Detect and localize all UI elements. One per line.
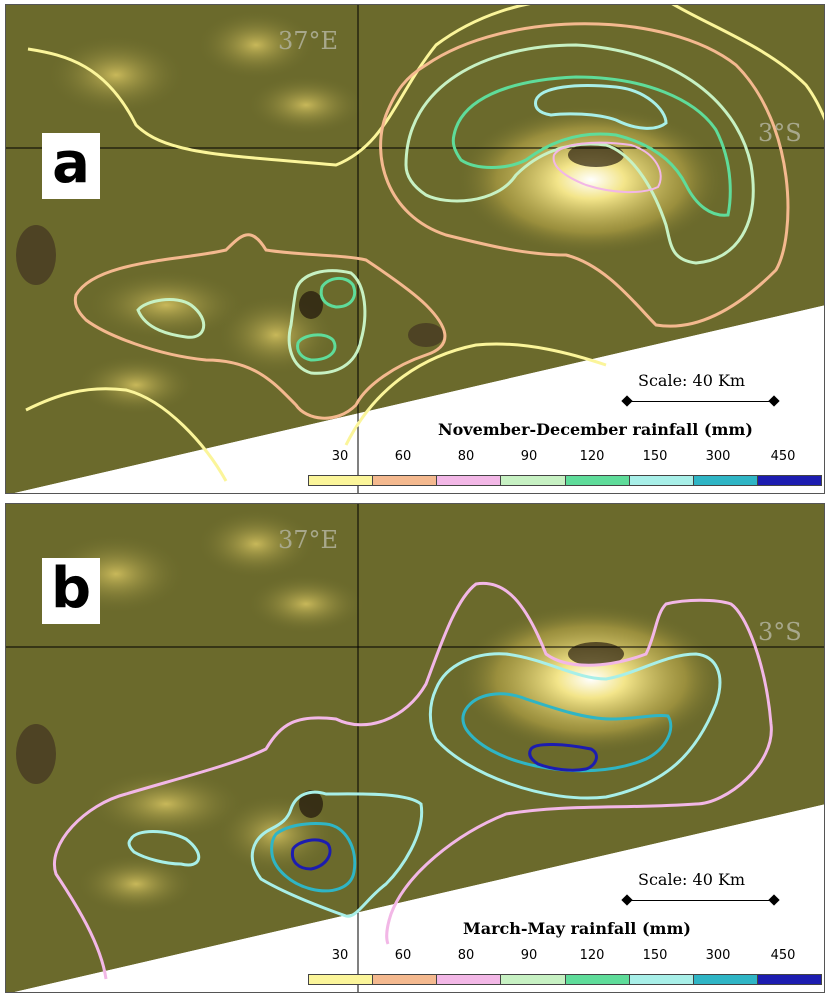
contour-120 bbox=[451, 75, 732, 217]
terrain-shadow bbox=[299, 291, 323, 319]
legend-level-label: 120 bbox=[579, 449, 605, 464]
terrain-highlight bbox=[76, 854, 196, 914]
contour-120 bbox=[319, 277, 357, 309]
contour-450 bbox=[528, 742, 598, 772]
contour-90 bbox=[136, 298, 206, 339]
latitude-label: 3°S bbox=[758, 119, 802, 147]
contour-150 bbox=[127, 830, 200, 867]
legend-level-label: 80 bbox=[457, 449, 475, 464]
legend-swatch bbox=[757, 975, 821, 984]
legend-level-label: 150 bbox=[642, 948, 668, 963]
map-a-svg bbox=[6, 5, 824, 493]
legend-title: November-December rainfall (mm) bbox=[438, 420, 753, 439]
legend-labels: 30 60 80 90 120 150 300 450 bbox=[308, 948, 824, 966]
legend-level-label: 450 bbox=[770, 948, 796, 963]
contour-30 bbox=[27, 5, 532, 167]
terrain-shadow bbox=[408, 323, 444, 347]
contour-90 bbox=[404, 43, 755, 265]
legend-color-bar bbox=[308, 475, 822, 486]
legend-level-label: 30 bbox=[331, 948, 349, 963]
legend-level-label: 450 bbox=[770, 449, 796, 464]
legend-level-label: 150 bbox=[642, 449, 668, 464]
panel-letter: b bbox=[42, 558, 100, 624]
terrain-shadow bbox=[16, 225, 56, 285]
map-panel-b: b 37°E 3°S Scale: 40 Km March-May rainfa… bbox=[5, 503, 825, 993]
terrain-shadow bbox=[16, 724, 56, 784]
legend-level-label: 90 bbox=[520, 449, 538, 464]
legend-swatch bbox=[373, 476, 438, 485]
contour-300 bbox=[270, 822, 357, 893]
legend-level-label: 300 bbox=[705, 449, 731, 464]
legend-level-label: 80 bbox=[457, 948, 475, 963]
legend-swatch bbox=[565, 975, 630, 984]
legend-swatch bbox=[437, 476, 502, 485]
legend-swatch bbox=[309, 476, 374, 485]
scale-label: Scale: 40 Km bbox=[638, 870, 746, 889]
contour-30 bbox=[344, 342, 607, 446]
scale-label: Scale: 40 Km bbox=[638, 371, 746, 390]
legend-level-label: 60 bbox=[394, 449, 412, 464]
contour-30 bbox=[671, 5, 824, 121]
contour-60 bbox=[73, 233, 447, 420]
contour-150 bbox=[250, 790, 424, 918]
longitude-label: 37°E bbox=[278, 526, 339, 554]
legend-swatch bbox=[565, 476, 630, 485]
legend-title: March-May rainfall (mm) bbox=[463, 919, 691, 938]
terrain-shadow bbox=[568, 143, 624, 167]
legend-swatch bbox=[437, 975, 502, 984]
terrain-highlight bbox=[246, 75, 366, 135]
terrain-highlight bbox=[196, 10, 316, 80]
terrain-shadow bbox=[299, 790, 323, 818]
terrain-highlight bbox=[46, 35, 186, 115]
legend-swatch bbox=[373, 975, 438, 984]
legend-swatch bbox=[501, 975, 566, 984]
contour-450 bbox=[290, 838, 332, 871]
scale-bar bbox=[626, 900, 776, 901]
contour-80 bbox=[552, 141, 662, 194]
legend-swatch bbox=[629, 476, 694, 485]
legend-swatch bbox=[309, 975, 374, 984]
legend-color-bar bbox=[308, 974, 822, 985]
contour-150 bbox=[534, 84, 668, 130]
contour-150 bbox=[428, 652, 722, 800]
contour-30 bbox=[25, 387, 228, 482]
contour-90 bbox=[287, 269, 367, 375]
legend-swatch bbox=[693, 476, 758, 485]
panel-letter: a bbox=[42, 133, 100, 199]
contour-120 bbox=[296, 333, 337, 362]
map-b-svg bbox=[6, 504, 824, 992]
contour-300 bbox=[461, 692, 673, 773]
latitude-label: 3°S bbox=[758, 618, 802, 646]
legend-level-label: 60 bbox=[394, 948, 412, 963]
legend-swatch bbox=[757, 476, 821, 485]
terrain-highlight bbox=[196, 509, 316, 579]
map-panel-a: a 37°E 3°S Scale: 40 Km November-Decembe… bbox=[5, 4, 825, 494]
kilimanjaro-glow bbox=[456, 105, 726, 255]
legend-labels: 30 60 80 90 120 150 300 450 bbox=[308, 449, 824, 467]
legend-swatch bbox=[693, 975, 758, 984]
legend-level-label: 300 bbox=[705, 948, 731, 963]
contour-80 bbox=[53, 581, 773, 980]
longitude-label: 37°E bbox=[278, 27, 339, 55]
legend-level-label: 120 bbox=[579, 948, 605, 963]
terrain-highlight bbox=[86, 769, 246, 839]
ocean-area bbox=[14, 305, 824, 493]
legend-level-label: 30 bbox=[331, 449, 349, 464]
legend-level-label: 90 bbox=[520, 948, 538, 963]
terrain-highlight bbox=[86, 270, 246, 340]
legend-swatch bbox=[629, 975, 694, 984]
terrain-highlight bbox=[76, 355, 196, 415]
terrain-shadow bbox=[568, 642, 624, 666]
legend-swatch bbox=[501, 476, 566, 485]
scale-bar bbox=[626, 401, 776, 402]
terrain-highlight bbox=[246, 574, 366, 634]
contour-60 bbox=[379, 22, 790, 328]
